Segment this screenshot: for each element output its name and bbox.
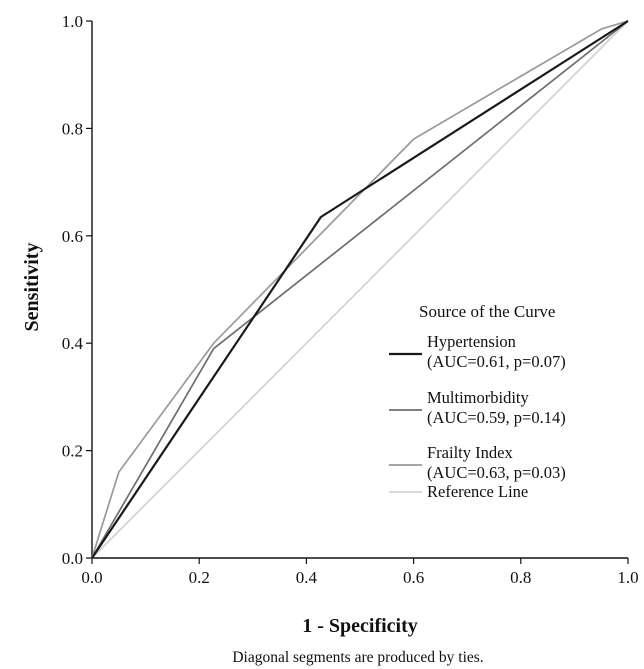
- x-tick-label: 1.0: [617, 568, 638, 587]
- series-group: [91, 20, 629, 559]
- series-line-multimorbidity: [91, 20, 629, 559]
- legend-label: Reference Line: [427, 482, 528, 501]
- footnote: Diagonal segments are produced by ties.: [232, 649, 483, 666]
- tick-labels: 0.0 0.2 0.4 0.6 0.8 1.0 0.0 0.2 0.4 0.6 0.8 1.0: [62, 12, 639, 587]
- legend-label: Multimorbidity: [427, 388, 530, 407]
- legend-item-multimorbidity: Multimorbidity(AUC=0.59, p=0.14): [389, 388, 566, 427]
- legend-title: Source of the Curve: [419, 302, 555, 321]
- legend-item-hypertension: Hypertension(AUC=0.61, p=0.07): [389, 332, 566, 371]
- x-tick-label: 0.0: [81, 568, 102, 587]
- legend-label-stats: (AUC=0.61, p=0.07): [427, 352, 566, 371]
- axes: [86, 20, 629, 564]
- legend-label: Frailty Index: [427, 443, 513, 462]
- legend: Source of the Curve Hypertension(AUC=0.6…: [389, 302, 566, 501]
- y-tick-label: 0.2: [62, 442, 83, 461]
- legend-item-frailty-index: Frailty Index(AUC=0.63, p=0.03): [389, 443, 566, 482]
- x-tick-label: 0.4: [296, 568, 318, 587]
- legend-label-stats: (AUC=0.63, p=0.03): [427, 463, 566, 482]
- x-tick-label: 0.2: [189, 568, 210, 587]
- y-axis-title: Sensitivity: [21, 243, 43, 332]
- legend-item-reference-line: Reference Line: [389, 482, 528, 501]
- x-axis-title: 1 - Specificity: [302, 615, 418, 637]
- legend-label-stats: (AUC=0.59, p=0.14): [427, 408, 566, 427]
- series-line-hypertension: [91, 20, 629, 559]
- series-line-reference-line: [91, 20, 629, 559]
- x-tick-label: 0.6: [403, 568, 424, 587]
- y-tick-label: 0.4: [62, 334, 84, 353]
- y-tick-label: 0.0: [62, 549, 83, 568]
- x-tick-label: 0.8: [510, 568, 531, 587]
- y-tick-label: 1.0: [62, 12, 83, 31]
- y-tick-label: 0.8: [62, 119, 83, 138]
- legend-label: Hypertension: [427, 332, 516, 351]
- y-tick-label: 0.6: [62, 227, 83, 246]
- series-line-frailty-index: [91, 20, 629, 559]
